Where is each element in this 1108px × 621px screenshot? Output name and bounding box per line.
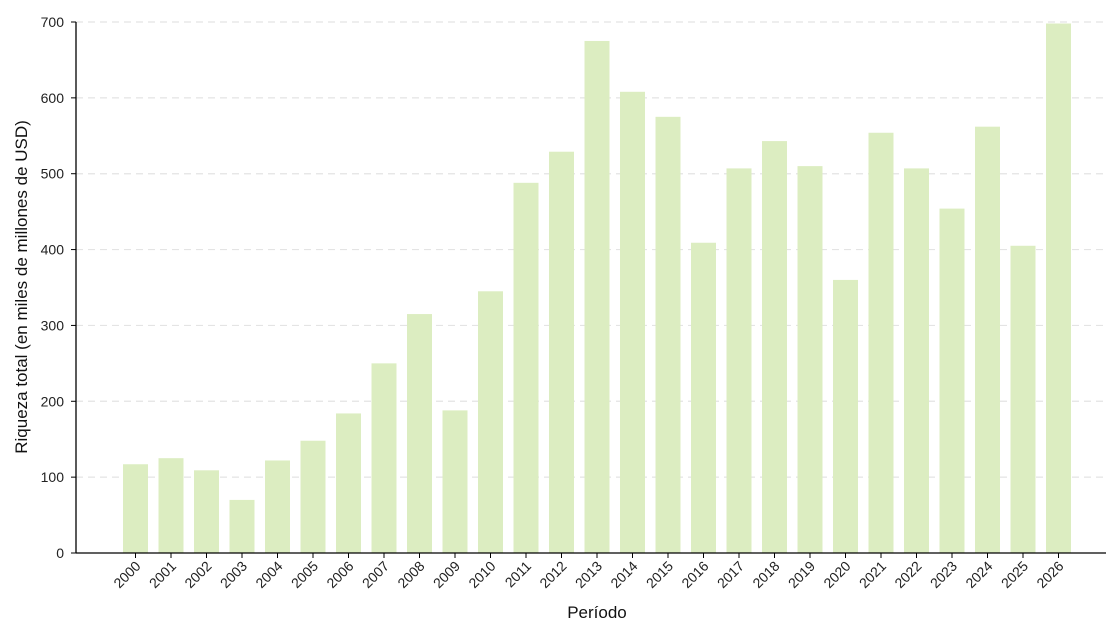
x-tick-label: 2021 <box>856 558 889 591</box>
x-tick-label: 2022 <box>891 558 924 591</box>
bar-2015 <box>655 116 681 554</box>
x-axis-title: Período <box>567 603 627 621</box>
y-tick-labels: 0 100 200 300 400 500 600 700 <box>41 14 76 561</box>
x-tick-label: 2010 <box>465 558 498 591</box>
bar-2013 <box>584 40 610 553</box>
y-tick-label: 0 <box>56 545 64 561</box>
bar-2000 <box>123 464 148 553</box>
x-tick-label: 2003 <box>217 558 250 591</box>
bar-2018 <box>762 141 787 554</box>
bar-2023 <box>939 208 965 553</box>
x-tick-label: 2004 <box>252 558 285 591</box>
x-tick-label: 2018 <box>749 558 782 591</box>
y-tick-label: 300 <box>41 317 65 333</box>
y-tick-label: 100 <box>41 469 65 485</box>
bar-2021 <box>868 132 894 553</box>
bar-2025 <box>1010 245 1036 553</box>
x-tick-label: 2014 <box>607 558 640 591</box>
x-tick-label: 2020 <box>820 558 853 591</box>
y-tick-label: 600 <box>41 90 65 106</box>
y-tick-label: 700 <box>41 14 65 30</box>
bar-2001 <box>158 458 184 553</box>
bar-2019 <box>797 166 823 553</box>
bar-2024 <box>975 126 1000 553</box>
x-tick-label: 2019 <box>785 558 818 591</box>
bar-2026 <box>1046 23 1071 553</box>
axes <box>75 22 1106 554</box>
bar-2017 <box>726 168 752 553</box>
bar-2008 <box>407 314 432 553</box>
bar-2007 <box>371 363 397 553</box>
y-tick-label: 400 <box>41 242 65 258</box>
x-tick-label: 2002 <box>181 558 214 591</box>
x-tick-label: 2009 <box>430 558 463 591</box>
bar-2016 <box>691 242 716 553</box>
x-tick-label: 2012 <box>536 558 569 591</box>
bar-2006 <box>336 413 361 553</box>
x-tick-label: 2023 <box>927 558 960 591</box>
y-tick-label: 500 <box>41 166 65 182</box>
bar-2004 <box>265 460 290 553</box>
bar-2020 <box>833 279 858 553</box>
bar-2009 <box>442 410 468 553</box>
bar-2010 <box>478 291 503 553</box>
gridlines <box>76 21 1106 478</box>
x-tick-label: 2011 <box>502 558 535 591</box>
bar-2003 <box>229 499 255 553</box>
x-tick-label: 2026 <box>1033 558 1066 591</box>
bars <box>123 23 1071 554</box>
x-tick-label: 2000 <box>110 558 143 591</box>
x-tick-label: 2001 <box>146 558 179 591</box>
x-tick-label: 2013 <box>572 558 605 591</box>
bar-2012 <box>549 151 574 554</box>
bar-2002 <box>194 470 219 553</box>
x-tick-label: 2016 <box>678 558 711 591</box>
bar-2014 <box>620 91 645 553</box>
x-tick-label: 2017 <box>714 558 747 591</box>
x-tick-label: 2015 <box>643 558 676 591</box>
y-axis-title: Riqueza total (en miles de millones de U… <box>12 120 31 454</box>
x-tick-label: 2005 <box>288 558 321 591</box>
bar-2011 <box>513 182 539 553</box>
x-tick-label: 2008 <box>394 558 427 591</box>
y-tick-label: 200 <box>41 393 65 409</box>
x-tick-label: 2025 <box>998 558 1031 591</box>
x-tick-label: 2024 <box>962 558 995 591</box>
bar-2022 <box>904 168 929 553</box>
x-tick-labels: 2000 2001 2002 2003 2004 2005 2006 2007 2008 2009… <box>110 553 1067 591</box>
x-tick-label: 2007 <box>359 558 392 591</box>
bar-2005 <box>300 440 326 553</box>
x-tick-label: 2006 <box>323 558 356 591</box>
